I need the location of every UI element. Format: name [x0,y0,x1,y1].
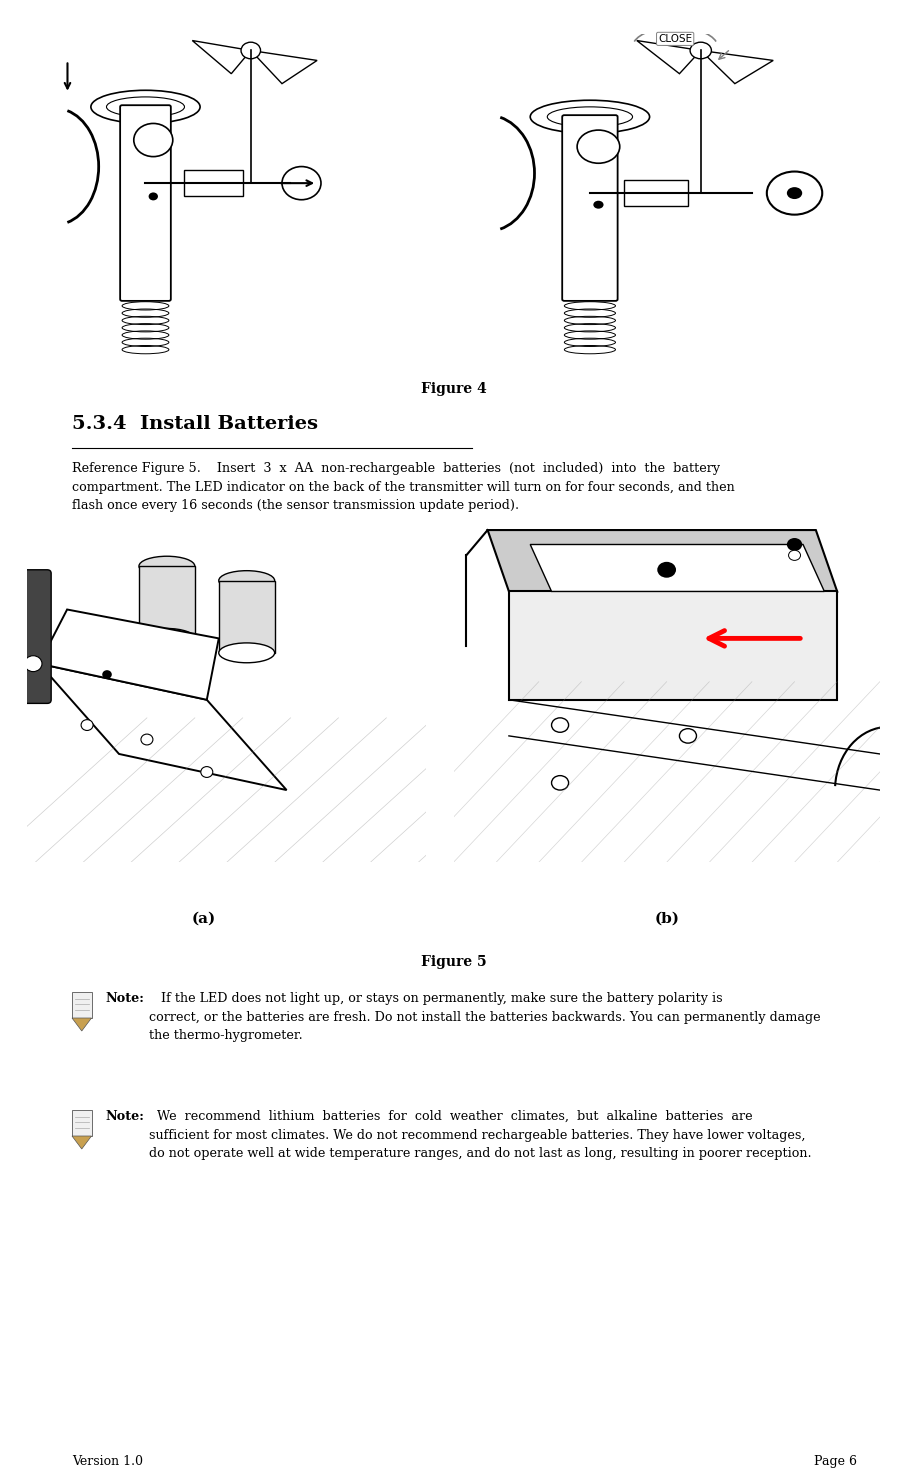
Text: Note:: Note: [105,1110,144,1123]
Polygon shape [637,41,701,74]
Circle shape [102,671,112,680]
Text: Figure 5: Figure 5 [421,955,486,968]
Circle shape [788,550,801,560]
Polygon shape [139,566,195,638]
Ellipse shape [139,628,195,649]
Circle shape [134,124,172,156]
Circle shape [690,43,711,59]
Circle shape [241,43,260,59]
Circle shape [282,167,321,199]
Polygon shape [219,581,275,653]
Polygon shape [488,531,837,591]
Polygon shape [701,50,773,84]
Ellipse shape [547,108,632,127]
Text: Version 1.0: Version 1.0 [72,1455,143,1468]
Ellipse shape [91,90,200,124]
Circle shape [577,130,619,164]
Ellipse shape [219,570,275,591]
Text: (b): (b) [654,912,679,926]
Text: If the LED does not light up, or stays on permanently, make sure the battery pol: If the LED does not light up, or stays o… [149,992,821,1042]
Circle shape [141,734,153,744]
Polygon shape [192,41,250,74]
Circle shape [679,728,697,743]
Polygon shape [39,663,287,790]
Circle shape [593,200,603,209]
Circle shape [81,719,93,731]
Text: Figure 4: Figure 4 [421,382,486,397]
Circle shape [787,187,802,199]
Ellipse shape [531,100,649,134]
Text: Reference Figure 5.    Insert  3  x  AA  non-rechargeable  batteries  (not  incl: Reference Figure 5. Insert 3 x AA non-re… [72,461,735,511]
Bar [72,992,92,1019]
FancyBboxPatch shape [120,105,171,301]
Circle shape [149,193,158,200]
FancyBboxPatch shape [15,570,51,703]
Bar [184,170,243,196]
Text: 5.3.4  Install Batteries: 5.3.4 Install Batteries [72,416,318,433]
Circle shape [551,775,569,790]
Circle shape [658,562,676,578]
Polygon shape [39,610,219,700]
Circle shape [24,656,42,672]
Text: Note:: Note: [105,992,144,1005]
Polygon shape [509,591,837,700]
Polygon shape [531,544,824,591]
Polygon shape [72,1019,92,1030]
Text: We  recommend  lithium  batteries  for  cold  weather  climates,  but  alkaline : We recommend lithium batteries for cold … [149,1110,812,1160]
Circle shape [200,766,213,777]
Bar [72,1110,92,1136]
Bar [624,180,688,206]
Text: CLOSE: CLOSE [658,34,692,44]
Polygon shape [72,1136,92,1150]
Polygon shape [250,50,317,84]
Text: Page 6: Page 6 [814,1455,857,1468]
Ellipse shape [219,643,275,663]
Circle shape [787,538,802,551]
Circle shape [766,171,823,215]
Ellipse shape [139,556,195,576]
Ellipse shape [106,97,184,116]
FancyBboxPatch shape [562,115,618,301]
Text: (a): (a) [192,912,216,926]
Circle shape [551,718,569,733]
